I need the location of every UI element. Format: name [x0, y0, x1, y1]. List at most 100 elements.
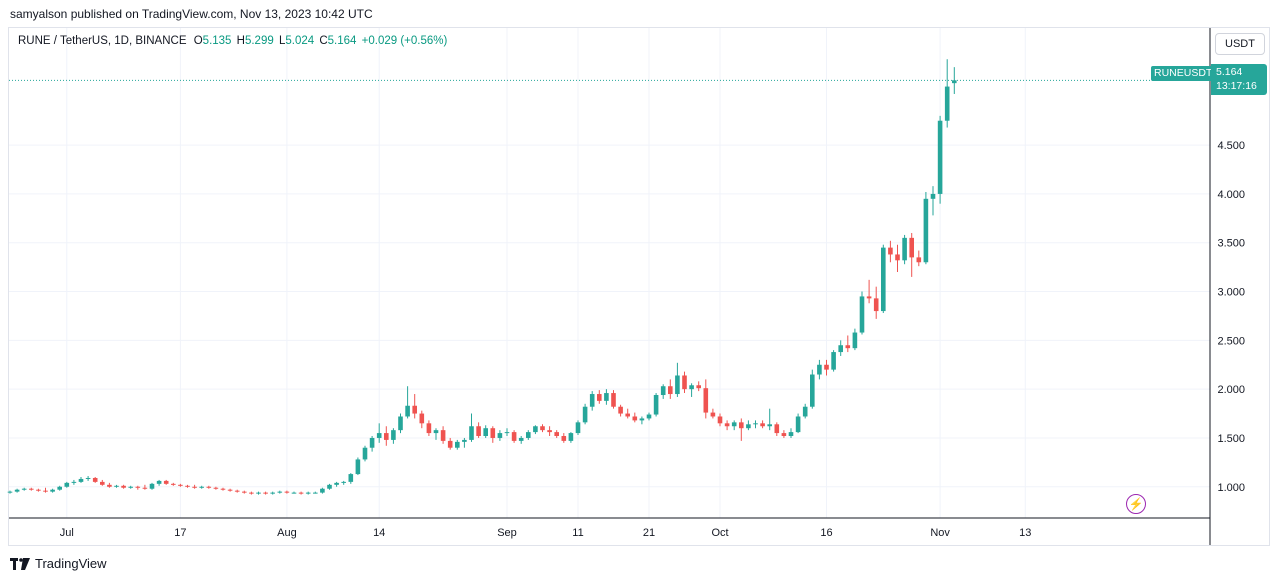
- candle: [554, 430, 559, 438]
- candle-body: [916, 257, 922, 263]
- candle-body: [270, 492, 275, 494]
- candle-body: [405, 405, 410, 417]
- candle: [632, 412, 638, 423]
- x-tick-label: Aug: [277, 527, 297, 539]
- candle-body: [568, 433, 574, 441]
- candle-body: [213, 487, 219, 489]
- candle: [178, 483, 183, 487]
- candle-body: [50, 489, 55, 492]
- candle: [781, 430, 787, 438]
- candle: [845, 335, 851, 353]
- candle-body: [696, 385, 701, 389]
- bar-countdown: 13:17:16: [1216, 80, 1257, 92]
- candle-body: [831, 352, 836, 370]
- candle: [604, 389, 609, 405]
- chart-legend: RUNE / TetherUS, 1D, BINANCE O5.135 H5.2…: [18, 35, 447, 47]
- legend-symbol[interactable]: RUNE / TetherUS, 1D, BINANCE: [18, 35, 187, 47]
- candle: [895, 244, 900, 273]
- candle-body: [788, 432, 794, 437]
- candle-body: [639, 418, 645, 421]
- candle: [433, 428, 439, 440]
- x-tick-label: 17: [174, 527, 186, 539]
- candle: [355, 457, 361, 476]
- publish-info: samyalson published on TradingView.com, …: [10, 7, 373, 21]
- candle-body: [142, 487, 148, 489]
- candle: [128, 485, 133, 489]
- candle-body: [646, 414, 652, 419]
- symbol-label: RUNEUSDT: [1151, 66, 1216, 81]
- candle-body: [462, 439, 467, 442]
- candle: [717, 413, 723, 427]
- candle-body: [511, 432, 517, 441]
- candle: [107, 482, 112, 488]
- candle: [57, 485, 62, 491]
- candle-body: [100, 481, 105, 485]
- candle-body: [447, 440, 453, 448]
- candle-body: [817, 364, 822, 375]
- candle-body: [199, 486, 204, 488]
- candle: [504, 428, 510, 437]
- candle: [334, 481, 339, 487]
- candle-body: [327, 484, 332, 489]
- x-tick-label: Nov: [930, 527, 950, 539]
- candle: [440, 426, 446, 444]
- candle: [724, 420, 730, 431]
- candle: [384, 426, 389, 446]
- candle: [85, 476, 91, 481]
- candle-body: [185, 485, 190, 487]
- candle-body: [597, 394, 602, 401]
- candle: [213, 486, 219, 490]
- candle-body: [739, 422, 744, 429]
- candle-body: [824, 364, 829, 370]
- legend-close-label: C: [319, 35, 328, 47]
- candle: [114, 484, 119, 488]
- y-tick-label: 1.500: [1217, 433, 1245, 445]
- candle-body: [227, 489, 233, 491]
- candle-body: [618, 406, 623, 414]
- candle: [646, 412, 652, 421]
- candle: [866, 279, 872, 304]
- last-price-value: 5.164: [1216, 66, 1243, 78]
- candle: [831, 350, 836, 372]
- candle-body: [128, 486, 133, 488]
- candle-body: [746, 424, 751, 429]
- candle-body: [348, 474, 354, 482]
- candle-body: [334, 482, 339, 485]
- footer-brand-text: TradingView: [35, 556, 107, 571]
- candle-body: [689, 385, 694, 390]
- lightning-icon[interactable]: ⚡: [1126, 494, 1146, 514]
- grid-lines: [9, 28, 1210, 518]
- candle: [689, 383, 694, 397]
- candle-body: [440, 430, 446, 441]
- candle: [902, 234, 907, 265]
- candle-body: [490, 428, 496, 438]
- candle: [774, 422, 780, 437]
- candle: [653, 393, 659, 417]
- time-axis[interactable]: Jul 17 Aug 14 Sep 11 21 Oct 16 Nov 13: [60, 527, 1032, 539]
- candle-body: [660, 386, 666, 396]
- candle: [298, 491, 304, 495]
- candle-body: [561, 436, 567, 441]
- candle: [838, 340, 843, 356]
- y-tick-label: 4.000: [1217, 189, 1245, 201]
- candle: [199, 485, 204, 489]
- x-tick-label: 13: [1019, 527, 1031, 539]
- candle-body: [355, 459, 361, 475]
- candle: [21, 487, 27, 491]
- candle-body: [952, 80, 957, 84]
- candle-body: [781, 433, 787, 437]
- candle-body: [682, 375, 687, 390]
- candle: [78, 477, 84, 483]
- candle-body: [845, 345, 851, 349]
- candle-body: [85, 477, 91, 479]
- price-axis[interactable]: 1.000 1.500 2.000 2.500 3.000 3.500 4.000 4.500: [1217, 140, 1245, 494]
- currency-button[interactable]: USDT: [1215, 33, 1265, 55]
- candle: [142, 484, 148, 490]
- candle-body: [412, 405, 417, 414]
- candle-body: [526, 432, 531, 438]
- candle: [802, 403, 808, 419]
- candle-body: [291, 492, 297, 494]
- candle: [64, 481, 70, 488]
- candle: [284, 490, 290, 494]
